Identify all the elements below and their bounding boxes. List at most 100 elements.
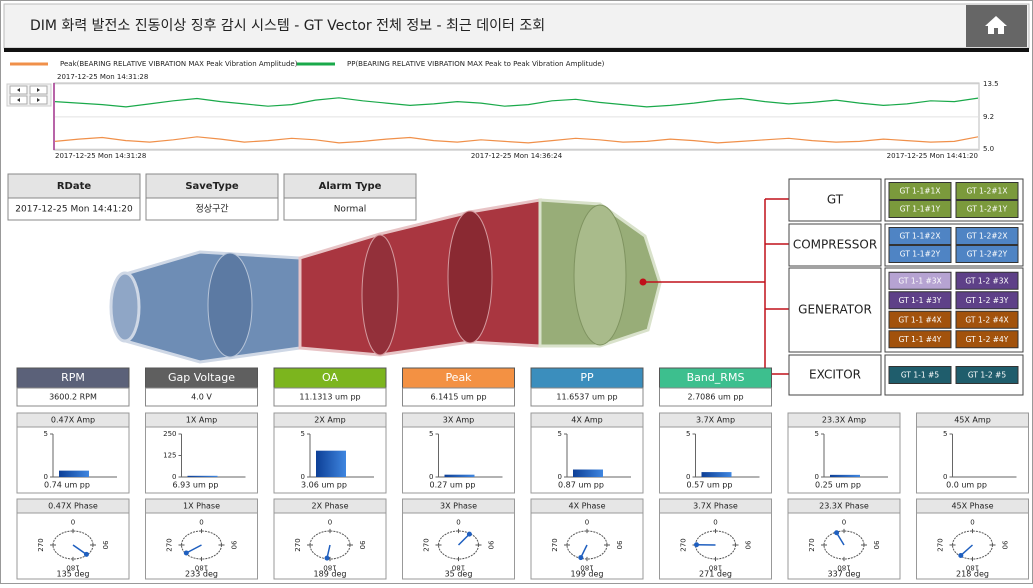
phase-title: 0.47X Phase <box>48 502 98 511</box>
angle-label: 90 <box>1001 541 1009 550</box>
info-value: Normal <box>334 205 367 215</box>
angle-label: 0 <box>713 519 717 527</box>
angle-label: 270 <box>166 538 174 551</box>
info-value: 정상구간 <box>195 204 228 215</box>
angle-label: 90 <box>872 541 880 550</box>
amp-bar <box>445 475 475 477</box>
status-value: 3600.2 RPM <box>49 393 97 402</box>
amp-value-label: 0.25 um pp <box>815 481 861 490</box>
angle-label: 0 <box>456 519 460 527</box>
amp-title: 2X Amp <box>314 416 345 425</box>
y-tick-label: 5 <box>301 430 305 438</box>
y-tick-label: 125 <box>163 452 176 460</box>
amp-value-label: 0.27 um pp <box>430 481 476 490</box>
angle-label: 90 <box>744 541 752 550</box>
angle-label: 270 <box>551 538 559 551</box>
status-label: Gap Voltage <box>168 371 235 384</box>
y-tick-label: 5 <box>44 430 48 438</box>
status-label: Band_RMS <box>687 371 745 384</box>
phase-value-label: 233 deg <box>185 570 218 579</box>
amp-title: 4X Amp <box>571 416 602 425</box>
y-tick-label: 5 <box>558 430 562 438</box>
x-label: 2017-12-25 Mon 14:36:24 <box>471 152 563 160</box>
home-button[interactable] <box>966 5 1027 47</box>
status-label: OA <box>322 371 338 384</box>
amp-title: 3X Amp <box>443 416 474 425</box>
sensor-button-label[interactable]: GT 1-2 #3Y <box>966 296 1009 305</box>
amp-value-label: 3.06 um pp <box>301 481 347 490</box>
phase-value-label: 189 deg <box>314 570 347 579</box>
sensor-button-label[interactable]: GT 1-1#2X <box>900 232 941 241</box>
angle-label: 270 <box>294 538 302 551</box>
sensor-button-label[interactable]: GT 1-2 #4X <box>965 315 1008 324</box>
angle-label: 0 <box>328 519 332 527</box>
sensor-button-label[interactable]: GT 1-1 #3Y <box>899 296 942 305</box>
amp-bar <box>316 451 346 477</box>
amp-value-label: 0.0 um pp <box>946 481 987 490</box>
status-value: 4.0 V <box>191 393 212 402</box>
angle-label: 90 <box>358 541 366 550</box>
status-label: RPM <box>61 371 85 384</box>
amp-bar <box>830 475 860 477</box>
sensor-button-label[interactable]: GT 1-1 #3X <box>898 276 941 285</box>
phase-title: 2X Phase <box>312 502 349 511</box>
angle-label: 90 <box>615 541 623 550</box>
y-tick-label: 5 <box>429 430 433 438</box>
sensor-button-label[interactable]: GT 1-1 #5 <box>901 371 939 380</box>
angle-label: 90 <box>101 541 109 550</box>
status-value: 6.1415 um pp <box>430 393 486 402</box>
amp-title: 3.7X Amp <box>696 416 735 425</box>
group-name: GENERATOR <box>798 303 872 317</box>
phase-dot <box>958 553 963 558</box>
phase-title: 3X Phase <box>440 502 477 511</box>
legend-label: PP(BEARING RELATIVE VIBRATION MAX Peak t… <box>347 60 605 68</box>
sensor-button-label[interactable]: GT 1-2 #4Y <box>966 335 1009 344</box>
sensor-button-label[interactable]: GT 1-2#2X <box>967 232 1008 241</box>
y-tick-label: 5.0 <box>983 145 994 153</box>
phase-dot <box>467 532 472 537</box>
y-tick-label: 13.5 <box>983 80 999 88</box>
legend-label: Peak(BEARING RELATIVE VIBRATION MAX Peak… <box>60 60 298 68</box>
sensor-button-label[interactable]: GT 1-2 #5 <box>968 371 1006 380</box>
phase-dot <box>578 555 583 560</box>
y-tick-label: 5 <box>943 430 947 438</box>
status-value: 2.7086 um pp <box>687 393 743 402</box>
sensor-button-label[interactable]: GT 1-2#2Y <box>967 250 1008 259</box>
amp-value-label: 6.93 um pp <box>173 481 219 490</box>
status-label: Peak <box>445 371 472 384</box>
phase-dot <box>325 556 330 561</box>
amp-title: 0.47X Amp <box>51 416 95 425</box>
amp-title: 23.3X Amp <box>822 416 866 425</box>
sensor-button-label[interactable]: GT 1-1 #4Y <box>899 335 942 344</box>
amp-title: 1X Amp <box>186 416 217 425</box>
sensor-button-label[interactable]: GT 1-2#1Y <box>967 205 1008 214</box>
sensor-button-label[interactable]: GT 1-2#1X <box>967 187 1008 196</box>
sensor-button-label[interactable]: GT 1-2 #3X <box>965 276 1008 285</box>
header-rule <box>4 48 1029 52</box>
group-name: COMPRESSOR <box>793 238 877 252</box>
amp-bar <box>59 471 89 477</box>
page-title: DIM 화력 발전소 진동이상 징후 감시 시스템 - GT Vector 전체… <box>30 18 545 34</box>
group-name: GT <box>827 193 844 207</box>
angle-label: 270 <box>37 538 45 551</box>
status-value: 11.6537 um pp <box>556 393 617 402</box>
x-label: 2017-12-25 Mon 14:31:28 <box>55 152 146 160</box>
angle-label: 0 <box>585 519 589 527</box>
sensor-button-label[interactable]: GT 1-1#1X <box>900 187 941 196</box>
phase-dot <box>834 530 839 535</box>
sensor-button-label[interactable]: GT 1-1 #4X <box>898 315 941 324</box>
phase-title: 3.7X Phase <box>693 502 738 511</box>
phase-title: 1X Phase <box>183 502 220 511</box>
y-tick-label: 9.2 <box>983 113 994 121</box>
amp-value-label: 0.74 um pp <box>44 481 90 490</box>
angle-label: 90 <box>230 541 238 550</box>
angle-label: 0 <box>970 519 974 527</box>
angle-label: 270 <box>680 538 688 551</box>
sensor-button-label[interactable]: GT 1-1#2Y <box>900 250 941 259</box>
y-tick-label: 250 <box>163 430 176 438</box>
trend-top-label: 2017-12-25 Mon 14:31:28 <box>57 73 148 81</box>
sensor-button-label[interactable]: GT 1-1#1Y <box>900 205 941 214</box>
amp-bar <box>573 470 603 477</box>
